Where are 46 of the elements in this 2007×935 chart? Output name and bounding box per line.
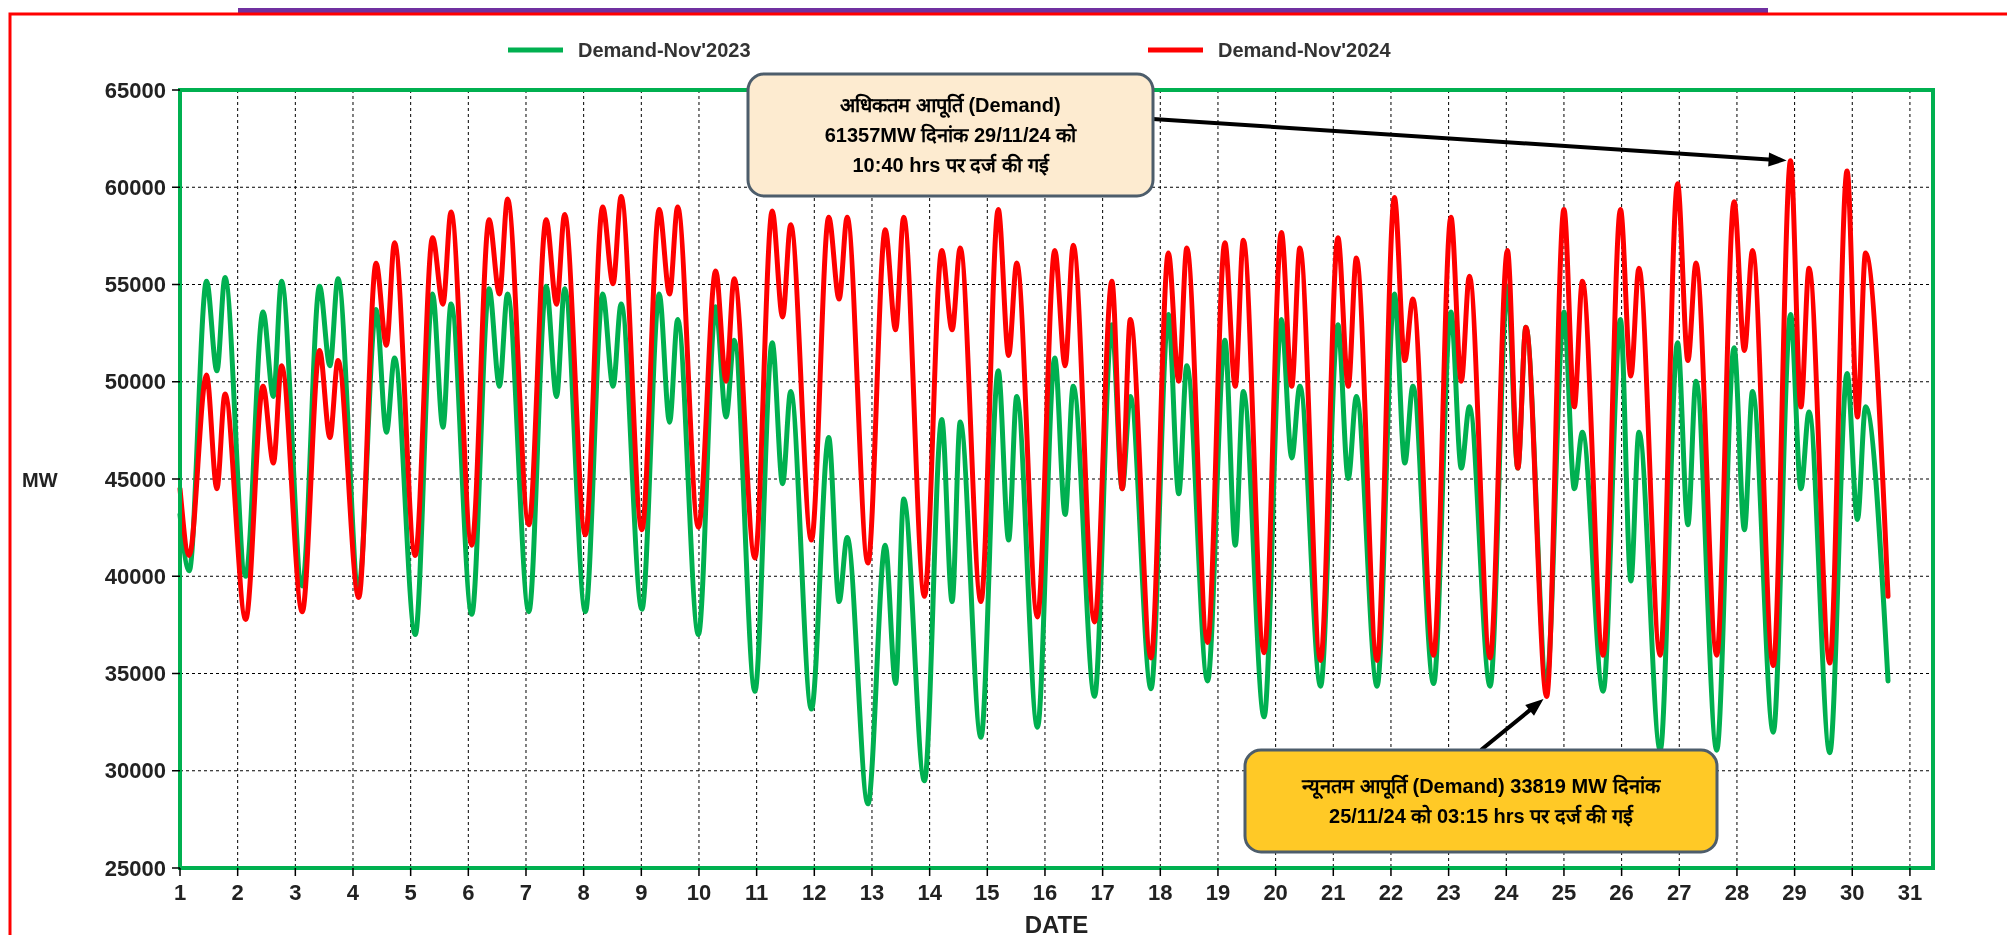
y-tick-label: 60000 xyxy=(104,174,166,200)
x-tick-label: 28 xyxy=(1724,880,1750,905)
x-tick-label: 12 xyxy=(802,880,827,905)
x-tick-label: 23 xyxy=(1436,880,1461,905)
y-tick-label: 50000 xyxy=(104,369,166,395)
x-tick-label: 22 xyxy=(1378,880,1404,905)
x-tick-label: 8 xyxy=(577,880,590,905)
x-tick-label: 13 xyxy=(859,880,885,905)
x-tick-label: 4 xyxy=(346,880,360,905)
x-tick-label: 15 xyxy=(975,880,1000,905)
x-tick-label: 1 xyxy=(173,880,187,905)
x-tick-label: 3 xyxy=(289,880,302,905)
x-tick-label: 16 xyxy=(1032,880,1058,905)
x-tick-label: 10 xyxy=(686,880,712,905)
y-tick-label: 65000 xyxy=(104,77,166,103)
annotation: अधिकतम आपूर्ति (Demand) 61357MW दिनांक 29/11/24 को 10:40 hrs पर दर्ज की गई xyxy=(824,93,1078,176)
x-tick-label: 25 xyxy=(1551,880,1577,905)
x-tick-label: 31 xyxy=(1897,880,1923,905)
x-tick-label: 18 xyxy=(1148,880,1173,905)
y-tick-label: 35000 xyxy=(104,661,166,687)
x-tick-label: 17 xyxy=(1090,880,1115,905)
x-tick-label: 27 xyxy=(1667,880,1692,905)
x-tick-label: 9 xyxy=(635,880,648,905)
x-tick-label: 24 xyxy=(1494,880,1520,905)
x-tick-label: 20 xyxy=(1263,880,1288,905)
x-tick-label: 26 xyxy=(1609,880,1634,905)
y-tick-label: 30000 xyxy=(104,758,166,784)
y-tick-label: 55000 xyxy=(104,272,166,298)
x-tick-label: 7 xyxy=(519,880,533,905)
y-tick-label: 25000 xyxy=(104,855,166,881)
legend-label: Demand-Nov'2023 xyxy=(578,39,751,61)
x-tick-label: 19 xyxy=(1205,880,1231,905)
x-tick-label: 2 xyxy=(231,880,244,905)
x-axis-title: DATE xyxy=(1024,911,1089,935)
x-tick-label: 21 xyxy=(1321,880,1346,905)
annotation: न्यूनतम आपूर्ति (Demand) 33819 MW दिनांक 25/11/24 को 03:15 hrs पर दर्ज की गई xyxy=(1301,774,1662,827)
x-tick-label: 11 xyxy=(745,880,769,905)
x-tick-label: 29 xyxy=(1782,880,1807,905)
legend-label: Demand-Nov'2024 xyxy=(1218,39,1392,61)
x-tick-label: 6 xyxy=(462,880,475,905)
x-tick-label: 14 xyxy=(917,880,943,905)
y-axis-title: MW xyxy=(22,469,58,491)
x-tick-label: 5 xyxy=(404,880,417,905)
y-tick-label: 40000 xyxy=(104,563,166,589)
y-tick-label: 45000 xyxy=(104,466,166,492)
x-tick-label: 30 xyxy=(1840,880,1865,905)
